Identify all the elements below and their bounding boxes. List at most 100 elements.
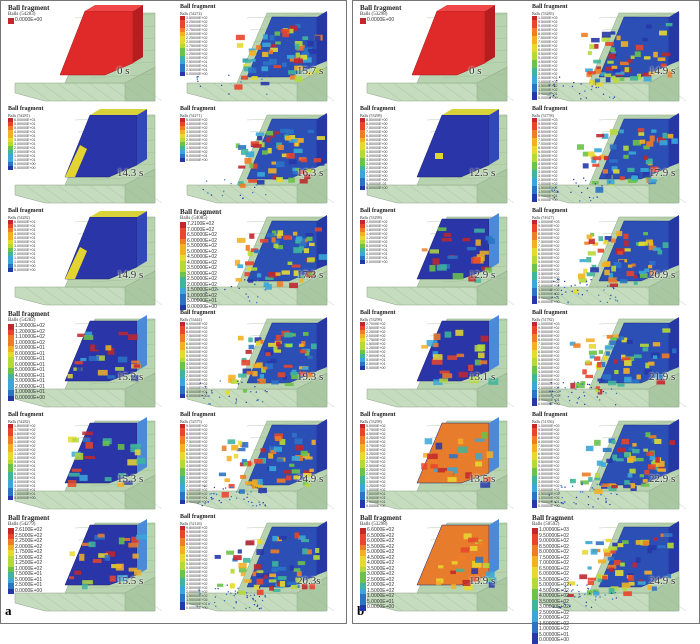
color-legend: Ball fragment Balls (52758) 1.0000E+03 9.50… (532, 106, 568, 202)
legend-entry: 2.0000E+02 (360, 582, 401, 589)
legend-value: 9.80000E+02 (186, 526, 208, 530)
legend-title: Ball fragment (180, 106, 216, 112)
legend-entry: 1.50000E+00 (360, 174, 396, 178)
legend-value: 4.00000E+02 (186, 362, 208, 366)
legend-value: 2.2500E+02 (366, 330, 386, 334)
legend-entry: 3.50000E+02 (532, 272, 568, 276)
legend-value: 5.50000E+01 (14, 224, 36, 228)
frame-a-4: Ball fragment Balls (54282) 6.00000E+01 5.5… (5, 207, 175, 310)
legend-swatch (180, 126, 185, 130)
legend-entry: 4.50000E+02 (532, 366, 568, 370)
legend-swatch (8, 268, 13, 272)
legend-value: 0.00000E+00 (15, 394, 45, 401)
legend-value: 6.5000E+02 (538, 146, 558, 150)
legend-title: Ball fragment (532, 208, 568, 214)
legend-entry: 5.00000E+01 (180, 602, 216, 606)
legend-ball-count: Balls (50592) (532, 522, 560, 527)
legend-value: 6.50000E+02 (186, 448, 208, 452)
legend-value: 5.50000E+02 (538, 358, 560, 362)
legend-entry: 3.2500E+02 (360, 452, 396, 456)
legend-swatch (532, 394, 537, 398)
legend-value: 3.50000E+02 (539, 598, 569, 605)
legend-ball-count: Balls (54271) (180, 113, 202, 118)
legend-entry: 1.0000E+02 (532, 88, 568, 92)
legend-value: 0.00000E+00 (538, 504, 560, 508)
legend-swatch (532, 28, 537, 32)
legend-swatch (180, 428, 185, 432)
legend-value: 5.00000E+01 (538, 500, 560, 504)
legend-swatch (360, 248, 365, 252)
legend-swatch (532, 56, 537, 60)
legend-value: 4.00000E+01 (14, 236, 36, 240)
legend-entry: 2.00000E+02 (360, 220, 396, 224)
legend-entry: 0.0000E+00 (360, 604, 401, 611)
legend-swatch (532, 528, 538, 534)
legend-entry: 9.50000E+02 (532, 224, 568, 228)
legend-swatch (180, 558, 185, 562)
legend-value: 3.50000E+02 (186, 578, 208, 582)
legend-entry: 1.60000E+02 (360, 228, 396, 232)
legend-value: 6.50000E+00 (366, 134, 388, 138)
legend-value: 6.00000E+01 (15, 361, 45, 368)
legend-swatch (8, 468, 13, 472)
legend-value: 5.00000E+00 (366, 146, 388, 150)
rock-mass (202, 113, 327, 200)
legend-swatch (8, 544, 14, 550)
legend-value: 8.50000E+02 (186, 326, 208, 330)
legend-swatch (8, 440, 13, 444)
legend-swatch (532, 561, 538, 567)
legend-entry: 1.80000E+02 (8, 424, 44, 428)
legend-entry: 7.5000E+02 (532, 138, 568, 142)
legend-value: 2.00000E+01 (15, 383, 45, 390)
simulation-render (366, 109, 515, 204)
legend-swatch (180, 326, 185, 330)
legend-entry: 1.50000E+02 (180, 488, 216, 492)
legend-entry: 4.00000E+02 (532, 593, 573, 600)
legend-swatch (360, 572, 366, 578)
legend-swatch (532, 284, 537, 288)
legend-value: 8.50000E+02 (538, 436, 560, 440)
legend-swatch (532, 158, 537, 162)
legend-entry: 4.0000E+02 (532, 166, 568, 170)
legend-swatch (180, 130, 185, 134)
legend-value: 1.80000E+02 (14, 424, 36, 428)
legend-swatch (8, 240, 13, 244)
color-legend: Ball fragment Balls (51627) 1.00000E+03 9.5… (532, 208, 568, 304)
legend-value: 1.00000E+02 (538, 292, 560, 296)
legend-value: 7.0000E+02 (187, 226, 215, 233)
legend-value: 6.50000E+02 (539, 565, 569, 572)
legend-title: Ball fragment (8, 106, 44, 112)
legend-value: 4.00000E+02 (538, 370, 560, 374)
legend-value: 7.5000E+01 (15, 571, 43, 577)
time-label: 14.3 s (117, 167, 144, 179)
color-legend: Ball fragment Balls (52126) 9.80000E+02 9.5… (180, 514, 216, 610)
legend-entry: 4.00000E+02 (180, 574, 216, 578)
legend-value: 1.50000E+02 (538, 390, 560, 394)
legend-value: 6.5000E+02 (367, 532, 395, 539)
simulation-render (14, 519, 163, 612)
legend-value: 3.00000E+02 (186, 476, 208, 480)
legend-value: 3.00000E+02 (187, 270, 217, 277)
legend-value: 1.40000E+02 (14, 440, 36, 444)
legend-swatch (180, 594, 185, 598)
legend-swatch (180, 244, 186, 250)
legend-value: 2.00000E+02 (538, 284, 560, 288)
legend-value: 3.50000E+02 (538, 374, 560, 378)
legend-value: 4.50000E+02 (186, 122, 208, 126)
legend-value: 5.5000E+02 (367, 543, 395, 550)
legend-swatch (532, 300, 537, 304)
legend-entry: 3.50000E+02 (532, 374, 568, 378)
legend-value: 2.00000E+01 (366, 256, 388, 260)
legend-value: 1.2500E+02 (366, 484, 386, 488)
frame-a-1: Ball fragment Balls (54274) 3.50000E+02 3.2… (177, 3, 347, 106)
legend-entry: 3.50000E+02 (180, 130, 216, 134)
legend-value: 7.5000E+01 (366, 492, 386, 496)
legend-value: 3.00000E+02 (539, 604, 569, 610)
legend-entry: 0.00000E+00 (8, 496, 44, 500)
simulation-render (186, 113, 335, 204)
time-label: 22.9 s (649, 473, 676, 485)
legend-swatch (8, 351, 14, 357)
legend-title: Ball fragment (360, 514, 402, 522)
legend-entry: 4.50000E+02 (532, 264, 568, 268)
legend-value: 2.50000E+02 (186, 586, 208, 590)
